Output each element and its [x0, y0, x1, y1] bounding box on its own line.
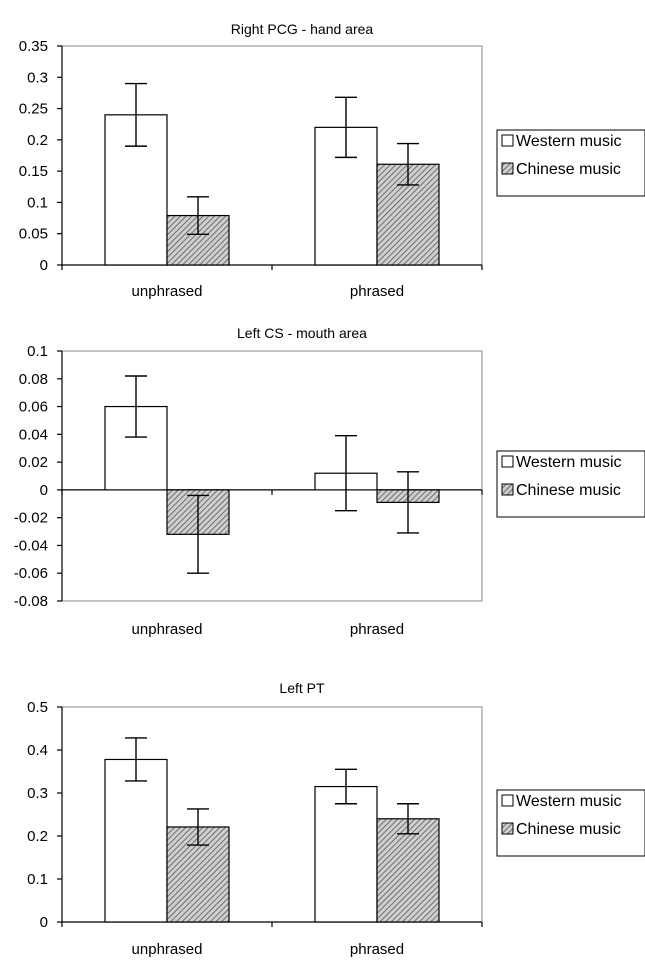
legend-frame [496, 789, 645, 857]
y-tick-label: 0.2 [27, 828, 48, 845]
chart-panel-3: 0 0.1 0.2 0.3 0.4 0.5 unphrased phrased Left PT W… [27, 680, 645, 958]
legend-swatch [501, 794, 514, 807]
legend-swatch [501, 134, 514, 147]
y-tick-label: 0.25 [19, 101, 48, 118]
y-tick-label: 0.1 [27, 871, 48, 888]
y-tick-label: -0.08 [14, 593, 48, 610]
legend-label: Chinese music [516, 821, 621, 838]
y-tick-label: 0.08 [19, 371, 48, 388]
legend: Western music Chinese music [496, 450, 645, 518]
bar-chinese-unphrased [166, 826, 230, 923]
category-label-unphrased: unphrased [132, 621, 203, 638]
legend-label: Western music [516, 133, 622, 150]
y-tick-label: -0.04 [14, 537, 48, 554]
category-label-unphrased: unphrased [132, 941, 203, 958]
y-tick-label: 0.1 [27, 194, 48, 211]
y-tick-label: 0.1 [27, 343, 48, 360]
bar-chinese-phrased [376, 818, 440, 923]
chart-panel-1: 0 0.05 0.1 0.15 0.2 0.25 0.3 0.35 unphrased phras… [19, 21, 645, 300]
legend-swatch [501, 822, 514, 835]
legend-frame [496, 129, 645, 197]
chart-title: Left PT [279, 680, 325, 696]
y-tick-label: 0 [40, 914, 48, 931]
chart-title: Left CS - mouth area [237, 325, 367, 341]
legend-label: Western music [516, 793, 622, 810]
legend-label: Western music [516, 454, 622, 471]
y-tick-label: -0.06 [14, 565, 48, 582]
y-tick-label: 0.35 [19, 38, 48, 55]
y-tick-label: 0.06 [19, 399, 48, 416]
y-tick-label: 0 [40, 482, 48, 499]
y-tick-label: 0.15 [19, 163, 48, 180]
category-label-phrased: phrased [350, 283, 404, 300]
y-tick-label: 0.5 [27, 699, 48, 716]
y-tick-label: 0 [40, 257, 48, 274]
legend-swatch [501, 162, 514, 175]
bar-western-unphrased [104, 758, 168, 923]
y-tick-label: 0.04 [19, 426, 48, 443]
chart-title: Right PCG - hand area [231, 21, 374, 37]
legend-label: Chinese music [516, 161, 621, 178]
legend-swatch [501, 455, 514, 468]
category-label-phrased: phrased [350, 621, 404, 638]
y-tick-label: 0.2 [27, 132, 48, 149]
y-tick-label: 0.3 [27, 785, 48, 802]
legend-swatch [501, 483, 514, 496]
y-tick-label: 0.4 [27, 742, 48, 759]
bar-western-phrased [314, 785, 378, 923]
y-tick-label: 0.02 [19, 454, 48, 471]
legend: Western music Chinese music [496, 789, 645, 857]
category-label-phrased: phrased [350, 941, 404, 958]
category-label-unphrased: unphrased [132, 283, 203, 300]
legend: Western music Chinese music [496, 129, 645, 197]
legend-label: Chinese music [516, 482, 621, 499]
chart-panel-2: -0.08 -0.06 -0.04 -0.02 0 0.02 0.04 0.06 0.08 0.1… [14, 325, 645, 638]
y-tick-label: 0.05 [19, 226, 48, 243]
y-tick-label: -0.02 [14, 510, 48, 527]
y-tick-label: 0.3 [27, 69, 48, 86]
legend-frame [496, 450, 645, 518]
